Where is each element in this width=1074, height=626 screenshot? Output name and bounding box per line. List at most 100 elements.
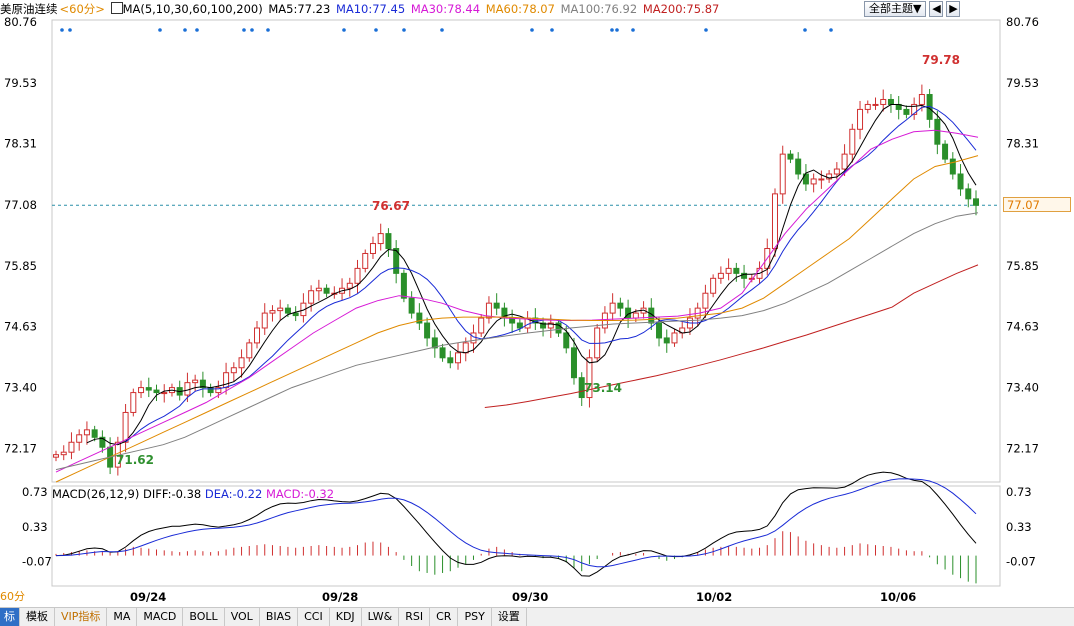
candle-body (269, 310, 276, 314)
period-tag: 60分 (0, 590, 25, 603)
candle-body (99, 436, 106, 448)
toolbar-tab-8[interactable]: CCI (298, 608, 330, 626)
candle-body (717, 272, 724, 279)
price-annotation: 71.62 (116, 453, 154, 467)
candle-body (76, 434, 83, 443)
last-price-badge: 77.07 (1003, 197, 1071, 212)
event-marker (440, 28, 444, 32)
ma30-value: MA30:78.44 (410, 2, 481, 16)
event-marker (342, 28, 346, 32)
event-marker (68, 28, 72, 32)
candle-body (60, 451, 67, 456)
candle-body (949, 158, 956, 175)
event-marker (550, 28, 554, 32)
toolbar-tab-10[interactable]: LW& (362, 608, 400, 626)
candle-body (292, 312, 299, 317)
toolbar-tab-1[interactable]: 模板 (20, 608, 55, 626)
event-marker (266, 28, 270, 32)
event-marker (250, 28, 254, 32)
candle-body (810, 178, 817, 185)
candle-body (138, 387, 145, 394)
ma200-line (484, 264, 979, 408)
price-axis-right-label: 74.63 (1006, 320, 1039, 334)
price-axis-right-label: 78.31 (1006, 137, 1039, 151)
time-axis-label: 09/24 (130, 590, 166, 604)
event-marker (242, 28, 246, 32)
price-axis-right-label: 73.40 (1006, 381, 1039, 395)
event-marker (704, 28, 708, 32)
event-marker (530, 28, 534, 32)
candle-body (710, 277, 717, 294)
candle-body (702, 292, 709, 309)
symbol-name[interactable]: 美原油连续 (0, 2, 58, 16)
macd-axis-left-label: 0.73 (22, 485, 48, 499)
candle-body (91, 429, 98, 438)
price-axis-left-label: 72.17 (4, 442, 37, 456)
candle-body (261, 312, 268, 329)
toolbar-tab-5[interactable]: BOLL (183, 608, 225, 626)
candle-body (223, 372, 230, 389)
candle-body (83, 429, 90, 436)
toolbar-tab-7[interactable]: BIAS (260, 608, 299, 626)
toolbar-tab-13[interactable]: PSY (458, 608, 492, 626)
macd-diff-line (55, 471, 977, 577)
macd-axis-right-label: -0.07 (1006, 555, 1036, 569)
candle-body (455, 352, 462, 364)
candle-body (516, 322, 523, 329)
toolbar-tab-3[interactable]: MA (107, 608, 138, 626)
candle-body (841, 153, 848, 170)
candle-body (833, 168, 840, 175)
time-axis-label: 10/06 (880, 590, 916, 604)
candle-body (68, 441, 75, 453)
ma60-line (55, 155, 979, 483)
candle-body (408, 297, 415, 314)
toolbar-tab-9[interactable]: KDJ (330, 608, 362, 626)
candle-body (308, 290, 315, 304)
price-axis-right-label: 72.17 (1006, 442, 1039, 456)
candle-body (238, 357, 245, 369)
candle-body (362, 252, 369, 269)
toolbar-tab-12[interactable]: CR (430, 608, 459, 626)
event-marker (829, 28, 833, 32)
kline-chart[interactable]: 80.7680.7679.5379.5378.3178.3177.0877.08… (0, 0, 1074, 607)
scroll-right-button[interactable]: ▶ (946, 1, 961, 17)
candle-body (431, 337, 438, 349)
ma-indicator-icon[interactable] (110, 2, 123, 14)
candle-body (632, 312, 639, 319)
candle-body (153, 389, 160, 394)
ma10-line (125, 105, 977, 443)
candle-body (547, 322, 554, 329)
price-annotation: 73.14 (584, 381, 622, 395)
toolbar-tab-2[interactable]: VIP指标 (55, 608, 108, 626)
candle-body (300, 302, 307, 317)
candle-body (857, 108, 864, 130)
candle-body (934, 118, 941, 145)
candle-body (246, 342, 253, 359)
ma-params: MA(5,10,30,60,100,200) (122, 2, 263, 16)
candle-body (795, 158, 802, 175)
candle-body (161, 392, 168, 395)
candle-body (354, 267, 361, 284)
candle-body (903, 108, 910, 115)
price-panel-frame (51, 19, 1001, 483)
ma30-line (55, 129, 979, 473)
toolbar-tab-0[interactable]: 标 (0, 608, 20, 626)
candle-body (462, 342, 469, 354)
scroll-left-button[interactable]: ◀ (929, 1, 944, 17)
price-axis-left-label: 74.63 (4, 320, 37, 334)
candle-body (485, 302, 492, 319)
macd-value: MACD:-0.32 (265, 487, 335, 501)
period-label[interactable]: <60分> (59, 2, 105, 16)
toolbar-tab-4[interactable]: MACD (137, 608, 184, 626)
indicator-toolbar: 标模板 VIP指标 MA MACD BOLL VOL BIAS CCI KDJ LW& RSI CR P… (0, 607, 1074, 626)
toolbar-tab-6[interactable]: VOL (225, 608, 260, 626)
macd-dea: DEA:-0.22 (204, 487, 263, 501)
candle-body (230, 367, 237, 374)
candle-body (725, 267, 732, 274)
macd-axis-left-label: -0.07 (22, 555, 52, 569)
candle-body (385, 233, 392, 250)
macd-axis-left-label: 0.33 (22, 520, 48, 534)
all-topics-dropdown[interactable]: 全部主题▼ (864, 1, 927, 17)
toolbar-tab-14[interactable]: 设置 (492, 608, 527, 626)
toolbar-tab-11[interactable]: RSI (399, 608, 431, 626)
